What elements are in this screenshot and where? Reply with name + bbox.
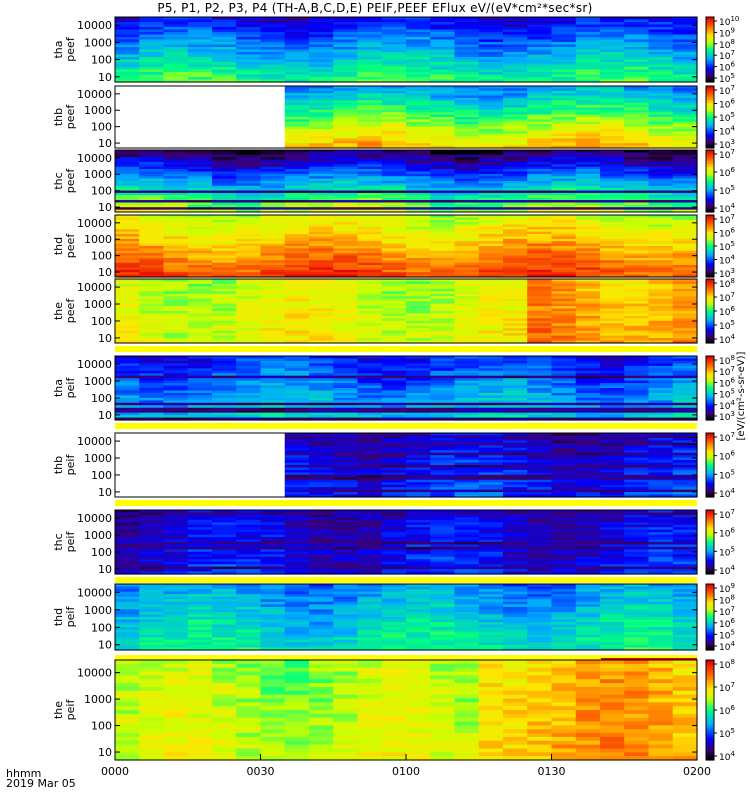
colorbar-tick-label: 106: [719, 166, 735, 179]
colorbar-tick-label: 104: [719, 125, 735, 138]
y-tick-label: 10000: [77, 88, 112, 101]
colorbar-tick-label: 105: [719, 468, 735, 481]
colorbar-tick-label: 104: [719, 254, 735, 267]
y-tick-label: 10: [98, 266, 112, 279]
colorbar-tick-label: 1010: [719, 15, 739, 28]
colorbar-tick-label: 107: [719, 431, 735, 444]
y-tick-label: 1000: [84, 452, 112, 465]
y-tick-label: 100: [91, 469, 112, 482]
panel-ylabel: peef: [64, 168, 77, 194]
flag-strip: [115, 500, 697, 506]
y-tick-label: 10: [98, 137, 112, 150]
colorbar-tick-label: 105: [719, 184, 735, 197]
y-tick-label: 10000: [77, 19, 112, 32]
y-tick-label: 1000: [84, 104, 112, 117]
colorbar-tick-label: 106: [719, 450, 735, 463]
y-tick-label: 1000: [84, 36, 112, 49]
flag-strip: [115, 577, 697, 583]
colorbar-tick-label: 106: [719, 227, 735, 240]
y-tick-label: 1000: [84, 375, 112, 388]
y-tick-label: 10: [98, 409, 112, 422]
y-tick-label: 1000: [84, 168, 112, 181]
figure-title: P5, P1, P2, P3, P4 (TH-A,B,C,D,E) PEIF,P…: [0, 1, 750, 15]
y-tick-label: 10000: [77, 358, 112, 371]
y-tick-label: 10: [98, 201, 112, 214]
flag-strip: [115, 423, 697, 429]
panel-ylabel: peif: [64, 454, 77, 476]
panel-ylabel: peef: [64, 233, 77, 259]
colorbar: 107 106 105 104: [706, 431, 735, 500]
colorbar-tick-label: 105: [719, 240, 735, 253]
flag-strip: [115, 346, 697, 352]
panel-ylabel: peef: [64, 36, 77, 62]
y-tick-label: 100: [91, 250, 112, 263]
y-tick-label: 1000: [84, 298, 112, 311]
colorbar-tick-label: 103: [719, 410, 735, 423]
panel-ylabel: peef: [64, 104, 77, 130]
y-tick-label: 10: [98, 71, 112, 84]
colorbar-tick-label: 104: [719, 487, 735, 500]
y-tick-label: 10000: [77, 152, 112, 165]
y-tick-label: 1000: [84, 233, 112, 246]
panel-ylabel: peef: [64, 298, 77, 324]
y-tick-label: 10000: [77, 217, 112, 230]
colorbar-tick-label: 105: [719, 111, 735, 124]
y-tick-label: 100: [91, 185, 112, 198]
colorbar-tick-label: 106: [719, 305, 735, 318]
y-tick-label: 10000: [77, 281, 112, 294]
y-tick-label: 10000: [77, 435, 112, 448]
colorbar-tick-label: 107: [719, 84, 735, 97]
y-tick-label: 10: [98, 332, 112, 345]
panel-ylabel: peif: [64, 377, 77, 399]
colorbar-tick-label: 104: [719, 333, 735, 346]
colorbar-tick-label: 105: [719, 319, 735, 332]
colorbar-tick-label: 106: [719, 98, 735, 111]
y-tick-label: 10: [98, 486, 112, 499]
y-tick-label: 100: [91, 121, 112, 134]
y-tick-label: 100: [91, 54, 112, 67]
colorbar-tick-label: 107: [719, 291, 735, 304]
y-tick-label: 100: [91, 315, 112, 328]
y-tick-label: 100: [91, 392, 112, 405]
